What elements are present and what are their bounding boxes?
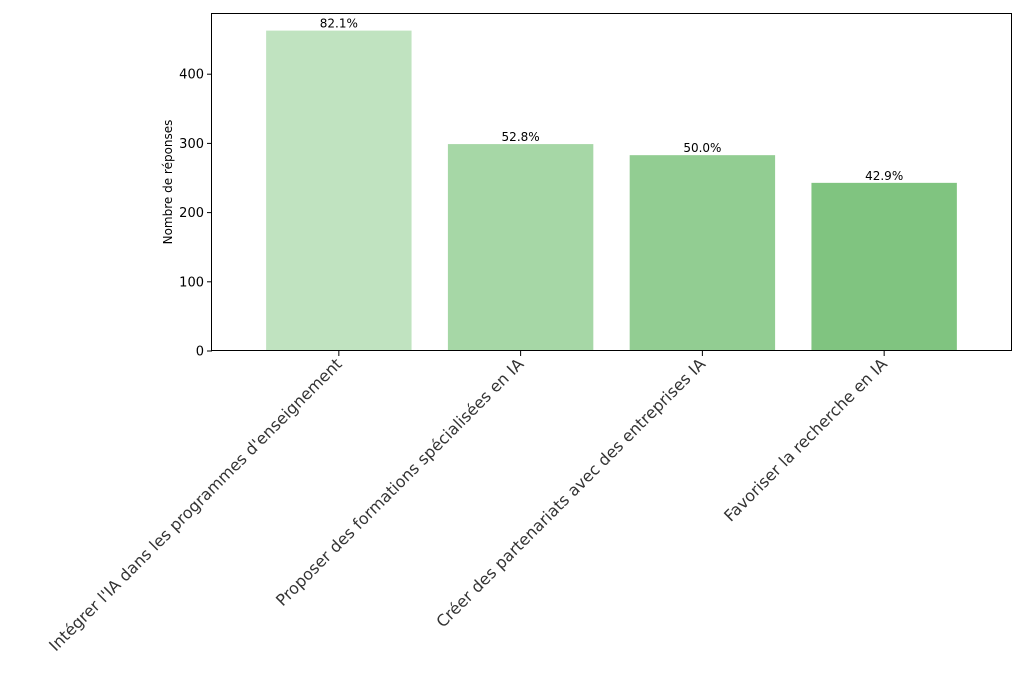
bar bbox=[266, 30, 412, 352]
bar bbox=[811, 182, 957, 351]
y-tick-label: 300 bbox=[179, 137, 204, 152]
x-axis: Intégrer l'IA dans les programmes d'ense… bbox=[45, 351, 891, 655]
y-tick-label: 400 bbox=[179, 68, 204, 83]
y-tick-label: 200 bbox=[179, 206, 204, 221]
bar-value-label: 82.1% bbox=[320, 17, 358, 31]
x-tick-label: Favoriser la recherche en IA bbox=[720, 354, 891, 525]
bar-value-label: 42.9% bbox=[865, 169, 903, 183]
y-tick-label: 0 bbox=[196, 345, 204, 360]
bar bbox=[447, 144, 594, 351]
bar-value-label: 50.0% bbox=[683, 141, 721, 155]
bar-value-label: 52.8% bbox=[502, 130, 540, 144]
y-axis-title: Nombre de réponses bbox=[161, 120, 175, 245]
x-tick-label: Intégrer l'IA dans les programmes d'ense… bbox=[45, 354, 346, 655]
bars-group bbox=[266, 30, 957, 352]
y-tick-label: 100 bbox=[179, 275, 204, 290]
data-labels-group: 82.1% 52.8% 50.0% 42.9% bbox=[320, 17, 903, 183]
bar bbox=[629, 155, 776, 351]
plot-area-frame bbox=[211, 13, 1012, 351]
y-axis: 0 100 200 300 400 bbox=[179, 68, 212, 360]
